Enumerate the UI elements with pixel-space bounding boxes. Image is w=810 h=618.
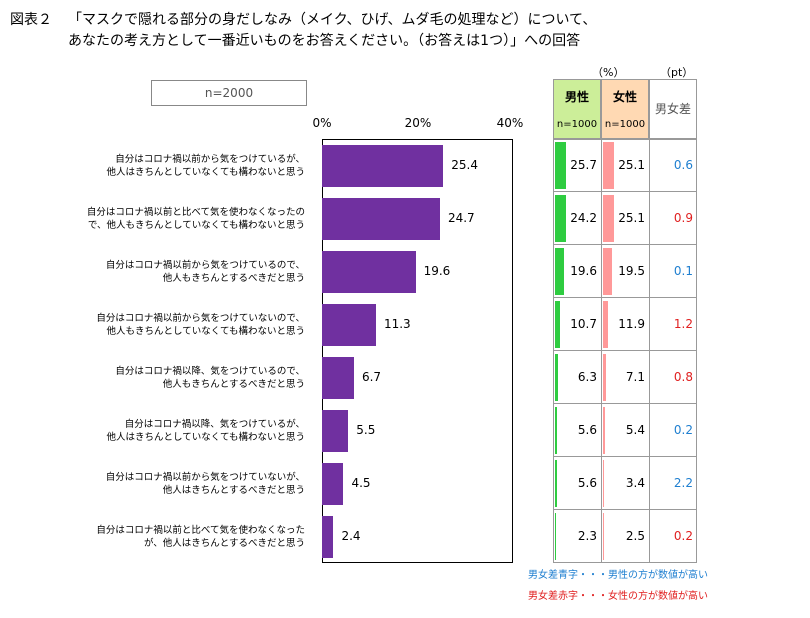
table-vline-1 <box>601 79 602 563</box>
male-mini-bar <box>555 407 558 454</box>
female-value: 11.9 <box>618 316 645 331</box>
female-mini-bar <box>603 513 605 560</box>
male-mini-bar <box>555 142 567 189</box>
diff-value: 0.1 <box>673 263 693 278</box>
bar <box>322 409 349 452</box>
table-row <box>553 298 697 351</box>
x-tick-40: 40% <box>496 116 524 130</box>
female-mini-bar <box>603 407 606 454</box>
legend-blue-note: 男女差青字・・・男性の方が数値が高い <box>528 570 708 581</box>
x-tick-20: 20% <box>404 116 432 130</box>
title-line-2: あなたの考え方として一番近いものをお答えください。（お答えは1つ）」への回答 <box>68 33 581 49</box>
female-value: 25.1 <box>618 210 645 225</box>
male-value: 24.2 <box>570 210 597 225</box>
bar <box>322 462 344 505</box>
category-label: 自分はコロナ禍以前から気をつけていないので、 他人もきちんとしていなくても構わな… <box>96 312 305 337</box>
bar <box>322 356 354 399</box>
male-value: 10.7 <box>570 316 597 331</box>
female-n-label: n=1000 <box>604 119 646 130</box>
pt-unit-label: （pt） <box>660 66 694 79</box>
male-value: 25.7 <box>570 157 597 172</box>
bar-value-label: 24.7 <box>447 210 475 225</box>
diff-value: 2.2 <box>673 475 693 490</box>
bar-value-label: 6.7 <box>361 369 382 384</box>
male-header: 男性 n=1000 <box>553 79 601 139</box>
diff-header: 男女差 <box>649 79 697 139</box>
category-label: 自分はコロナ禍以前から気をつけているので、 他人もきちんとするべきだと思う <box>105 259 305 284</box>
diff-value: 0.6 <box>673 157 693 172</box>
category-label: 自分はコロナ禍以前と比べて気を使わなくなった が、他人はきちんとするべきだと思う <box>96 524 305 549</box>
bar <box>322 250 416 293</box>
category-label: 自分はコロナ禍以降、気をつけているが、 他人はきちんとしていなくても構わないと思… <box>106 418 305 443</box>
diff-value: 1.2 <box>673 316 693 331</box>
x-tick-0: 0% <box>312 116 332 130</box>
table-row <box>553 457 697 510</box>
table-row <box>553 351 697 404</box>
female-mini-bar <box>603 195 615 242</box>
figure-label: 図表２ <box>10 12 52 28</box>
male-header-label: 男性 <box>564 90 589 104</box>
category-label: 自分はコロナ禍以降、気をつけているので、 他人もきちんとするべきだと思う <box>115 365 305 390</box>
category-label: 自分はコロナ禍以前から気をつけているが、 他人はきちんとしていなくても構わないと… <box>106 153 305 178</box>
sample-size-box: n=2000 <box>151 80 307 106</box>
diff-value: 0.2 <box>673 528 693 543</box>
pct-unit-label: （%） <box>592 66 625 79</box>
diff-value: 0.2 <box>673 422 693 437</box>
bar <box>322 515 334 558</box>
male-mini-bar <box>555 460 558 507</box>
legend-red-note: 男女差赤字・・・女性の方が数値が高い <box>528 591 708 602</box>
bar-value-label: 25.4 <box>451 157 478 172</box>
bar <box>322 197 440 240</box>
bar-value-label: 11.3 <box>383 316 411 331</box>
female-header: 女性 n=1000 <box>601 79 649 139</box>
table-row <box>553 510 697 563</box>
diff-value: 0.8 <box>673 369 693 384</box>
bar <box>322 144 444 187</box>
bar <box>322 303 376 346</box>
category-label: 自分はコロナ禍以前と比べて気を使わなくなったの で、他人もきちんとしていなくても… <box>86 206 305 231</box>
female-value: 25.1 <box>618 157 645 172</box>
male-mini-bar <box>555 195 566 242</box>
plot-area <box>322 139 513 563</box>
male-mini-bar <box>555 248 564 295</box>
bar-value-label: 4.5 <box>351 475 371 490</box>
diff-value: 0.9 <box>673 210 693 225</box>
male-value: 19.6 <box>570 263 597 278</box>
female-value: 5.4 <box>625 422 645 437</box>
male-mini-bar <box>555 513 556 560</box>
male-value: 5.6 <box>577 422 597 437</box>
female-value: 2.5 <box>625 528 645 543</box>
male-n-label: n=1000 <box>556 119 598 130</box>
table-row <box>553 139 697 192</box>
male-mini-bar <box>555 354 558 401</box>
bar-value-label: 19.6 <box>423 263 451 278</box>
table-row <box>553 404 697 457</box>
female-mini-bar <box>603 460 605 507</box>
female-mini-bar <box>603 248 612 295</box>
female-value: 7.1 <box>625 369 645 384</box>
category-label: 自分はコロナ禍以前から気をつけていないが、 他人はきちんとするべきだと思う <box>105 471 305 496</box>
female-value: 3.4 <box>625 475 645 490</box>
female-value: 19.5 <box>618 263 645 278</box>
table-vline-2 <box>649 79 650 563</box>
female-mini-bar <box>603 142 615 189</box>
female-mini-bar <box>603 354 607 401</box>
female-mini-bar <box>603 301 609 348</box>
male-value: 2.3 <box>577 528 597 543</box>
male-mini-bar <box>555 301 560 348</box>
bar-value-label: 5.5 <box>356 422 376 437</box>
male-value: 6.3 <box>577 369 597 384</box>
table-row <box>553 245 697 298</box>
bar-value-label: 2.4 <box>341 528 361 543</box>
female-header-label: 女性 <box>612 90 637 104</box>
title-line-1: 「マスクで隠れる部分の身だしなみ（メイク、ひげ、ムダ毛の処理など）について、 <box>68 12 597 28</box>
male-value: 5.6 <box>577 475 597 490</box>
table-row <box>553 192 697 245</box>
